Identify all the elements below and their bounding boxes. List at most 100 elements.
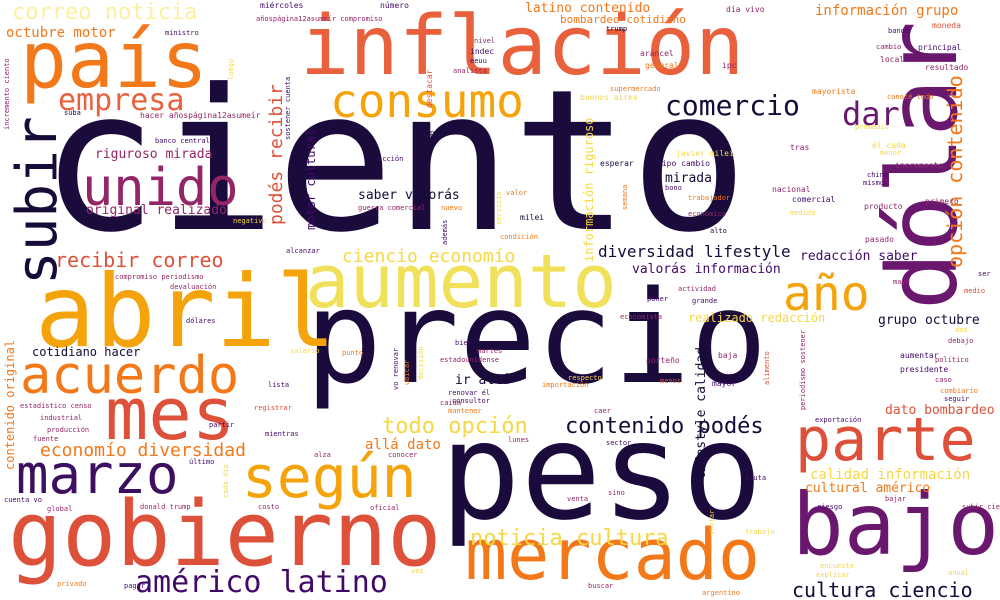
word-original-realizado: original realizado — [86, 203, 227, 218]
word-caso: caso — [935, 376, 952, 384]
word-promedio: promedio — [855, 123, 889, 131]
word-chino: chino — [867, 171, 889, 179]
word-tipo-cambio: tipo cambio — [657, 159, 710, 168]
word-caida: caída — [440, 399, 462, 407]
word-mantener: mantener — [448, 407, 482, 415]
word-conocer: último — [189, 458, 215, 466]
word-baja: baja — [718, 351, 738, 360]
word-alza: conocer — [388, 451, 418, 459]
word-nuevo: nuevo — [441, 204, 463, 212]
word-pagar: vez — [411, 567, 424, 575]
word-parte: parte — [795, 405, 976, 475]
word-redaccion-saber: redacción saber — [800, 249, 918, 264]
word-periodismo-sostener: periodismo sostener — [799, 329, 807, 410]
word-luego: luego — [227, 58, 235, 80]
word-noticia-cultura: noticia cultura — [470, 526, 669, 551]
word-actividad: actividad — [678, 285, 716, 293]
word-economio-diversidad: economío diversidad — [40, 440, 246, 461]
word-ciento: ciento — [40, 48, 749, 276]
word-ademas: además — [441, 219, 449, 245]
word-contenido-podes: contenido podés — [565, 414, 764, 439]
word-cotidiano-hacer: cotidiano hacer — [32, 345, 141, 359]
word-saber-valoras: saber valorás — [358, 188, 460, 203]
word-el-cada: él cada — [872, 141, 906, 150]
word-argentino: riesgo — [817, 503, 843, 511]
word-aumento: aumento — [305, 239, 617, 325]
word-aumentar: aumentar — [900, 351, 939, 360]
word-cultural-americo: cultural américo — [805, 481, 931, 496]
word-cultura-ciencio: cultura ciencio — [792, 578, 973, 600]
word-hacer-anospagina: hacer añospágina12asumeír — [140, 111, 261, 120]
word-dia-vivo: día vivo — [726, 5, 765, 14]
word-americo-latino: américo latino — [135, 565, 388, 600]
word-importacion: importación — [542, 381, 589, 389]
word-motor-cultural: motor cultural — [304, 128, 318, 230]
word-servicio: servicio — [495, 191, 503, 225]
word-medio-1: medio — [964, 287, 986, 295]
word-pais: país — [20, 16, 208, 106]
word-mayor: mayor — [712, 379, 737, 388]
word-sector: alza — [314, 451, 331, 459]
word-alcanzar: alcanzar — [286, 247, 320, 255]
word-bombardeo-cotidiano: bombardeo cotidiano — [560, 13, 686, 26]
word-fruta: trabajo — [745, 528, 775, 536]
word-presidente: presidente — [900, 365, 949, 374]
word-cada-dia: oficial — [370, 504, 400, 512]
word-bien: bien — [455, 339, 472, 347]
word-empresa: empresa — [58, 83, 185, 118]
word-cuenta-vo: global — [47, 505, 73, 513]
word-oficial: sino — [608, 489, 625, 497]
word-numero: número — [380, 1, 409, 10]
word-registrar: registrar — [254, 404, 292, 412]
word-grupo-octubre: grupo octubre — [878, 313, 980, 328]
word-renovar-el: renovar él — [448, 389, 491, 397]
word-javier-milei: javier milei — [676, 149, 734, 158]
word-bajar: subir ciento — [962, 503, 1000, 511]
word-sino: venta — [567, 495, 589, 503]
word-inflacion: inflación — [300, 0, 745, 94]
word-economico: económico — [688, 210, 726, 218]
word-respecto: respecto — [568, 374, 602, 382]
word-medio-2: lista — [268, 381, 290, 389]
word-opcion-contenido: opción contenido — [943, 75, 967, 268]
word-general: general — [645, 61, 679, 70]
word-martes: martes — [477, 347, 503, 355]
word-salario: salario — [290, 347, 320, 355]
word-encuesta: explicar — [816, 571, 850, 579]
word-todo-opcion: todo opción — [382, 414, 528, 439]
word-informacion-riguroso: información riguroso — [582, 117, 596, 263]
word-estadistico-censo: estadístico censo — [20, 402, 92, 410]
word-riguroso-mirada: riguroso mirada — [95, 147, 213, 162]
word-ser: ser — [978, 270, 991, 278]
word-primero: primero — [925, 197, 959, 206]
word-menos: menos — [660, 377, 682, 385]
word-partir: mientras — [265, 430, 299, 438]
word-fuente: fuente — [33, 435, 59, 443]
word-economista: economista — [620, 313, 663, 321]
word-sostener-cuenta: sostener cuenta — [284, 76, 292, 140]
word-nacional: nacional — [772, 185, 811, 194]
word-ubicar: ubicar — [403, 359, 411, 385]
word-riesgo: bajar — [885, 495, 907, 503]
word-trabajador: trabajador — [688, 194, 731, 202]
word-mirada-ir: mirada ir — [665, 171, 736, 186]
word-politico: político — [935, 356, 969, 364]
word-buscar: argentino — [702, 589, 740, 597]
word-bajo: bajo — [792, 475, 1000, 575]
word-mercado: mercado — [465, 514, 761, 596]
word-combiario: combiario — [940, 387, 978, 395]
word-medida: medida — [790, 209, 816, 217]
word-dar: dar — [842, 95, 900, 133]
word-mayorista: mayorista — [812, 87, 856, 96]
word-resultado: resultado — [925, 63, 969, 72]
word-contenido-original: contenido original — [3, 339, 17, 470]
word-analista: analista — [453, 67, 487, 75]
word-tras: tras — [790, 143, 810, 152]
word-destacar: destacar — [425, 69, 434, 108]
word-indec: indec — [470, 47, 495, 56]
word-explicar: anual — [948, 569, 970, 577]
word-caer: caer — [594, 407, 611, 415]
word-local: local — [880, 55, 905, 64]
word-conoce-todo: conocé todo — [887, 93, 934, 101]
